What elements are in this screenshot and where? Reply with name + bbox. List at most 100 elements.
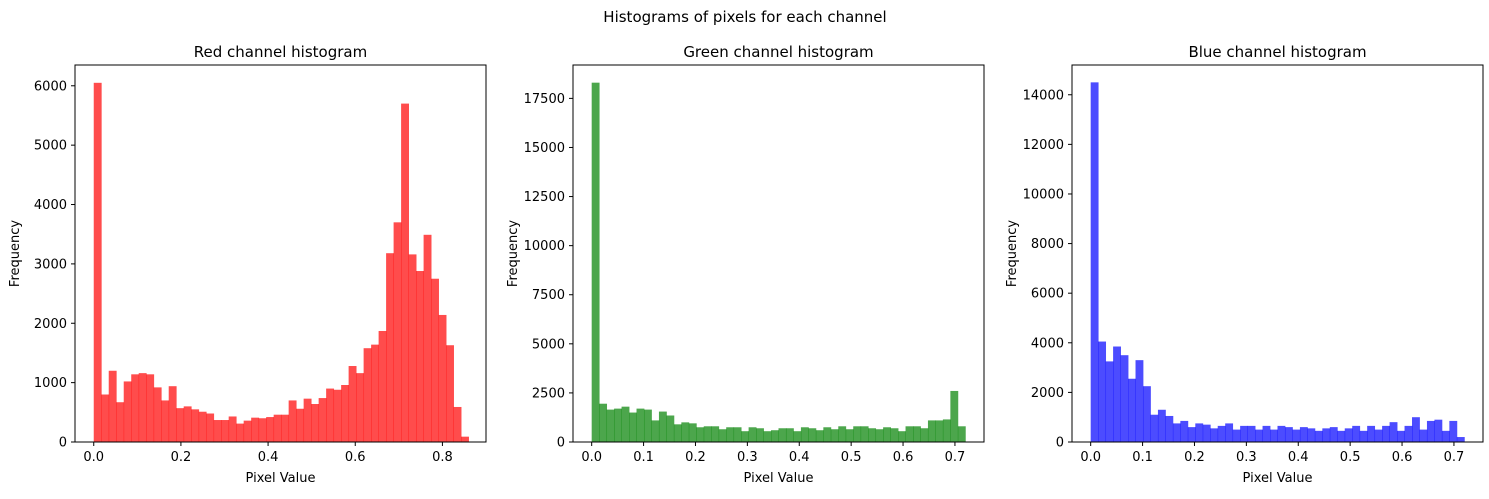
histogram-bar	[1277, 425, 1286, 442]
blue-channel-chart: 0.0 0.1 0.2 0.3 0.4 0.5 0.6 0.7 0 2000 4000 6000 800…	[1005, 43, 1484, 486]
histogram-bar	[898, 431, 906, 442]
histogram-bar	[1307, 428, 1316, 442]
histogram-bar	[461, 436, 469, 442]
histogram-bar	[696, 427, 705, 442]
histogram-bar	[423, 234, 432, 442]
x-tick-label: 0.6	[893, 450, 914, 465]
histogram-bar	[591, 82, 600, 443]
histogram-bar	[1187, 427, 1196, 442]
histogram-bar	[1113, 346, 1121, 442]
histogram-bar	[1434, 419, 1443, 442]
histogram-bar	[408, 254, 417, 442]
y-tick-label: 1000	[34, 376, 67, 391]
histogram-bar	[748, 427, 757, 442]
histogram-bar	[1165, 415, 1174, 442]
histogram-bar	[371, 344, 380, 442]
histogram-bar	[785, 428, 794, 442]
histogram-bar	[815, 430, 824, 442]
histogram-bar	[763, 431, 772, 442]
histogram-bar	[386, 253, 394, 442]
histogram-bar	[446, 345, 454, 442]
histogram-bar	[93, 82, 102, 442]
x-tick-label: 0.0	[581, 450, 602, 465]
x-axis-label: Pixel Value	[1243, 471, 1313, 486]
x-tick-label: 0.8	[432, 450, 453, 465]
histogram-bar	[1419, 429, 1428, 442]
y-tick-label: 12500	[524, 190, 565, 205]
y-axis-label: Frequency	[8, 220, 23, 287]
x-tick-label: 0.1	[633, 450, 654, 465]
y-tick-label: 2500	[532, 386, 565, 401]
histogram-bar	[1120, 355, 1129, 442]
x-axis-label: Pixel Value	[246, 471, 316, 486]
x-tick-label: 0.5	[1340, 450, 1361, 465]
x-tick-label: 0.4	[1288, 450, 1309, 465]
histogram-bar	[1359, 430, 1368, 442]
y-axis-label: Frequency	[506, 220, 521, 287]
histogram-bar	[1284, 427, 1293, 442]
red-axes-frame	[74, 64, 487, 443]
histogram-bar	[176, 408, 185, 442]
histogram-bar	[251, 417, 260, 442]
histogram-bar	[890, 428, 899, 442]
y-tick-label: 14000	[1023, 88, 1064, 103]
histogram-bar	[1404, 425, 1413, 442]
histogram-bar	[333, 389, 342, 442]
histogram-bar	[800, 427, 809, 442]
red-histogram-bars	[93, 82, 469, 442]
histogram-bar	[191, 409, 200, 442]
x-tick-label: 0.5	[841, 450, 862, 465]
histogram-bar	[1150, 414, 1159, 442]
x-tick-label: 0.7	[945, 450, 966, 465]
histogram-bar	[303, 398, 312, 442]
histogram-bar	[123, 381, 132, 442]
green-histogram-bars	[591, 82, 966, 443]
histogram-bar	[236, 423, 245, 442]
y-tick-label: 10000	[1023, 187, 1064, 202]
y-tick-label: 4000	[1031, 336, 1064, 351]
histogram-bar	[778, 428, 787, 442]
y-tick-label: 8000	[1031, 237, 1064, 252]
x-tick-label: 0.2	[171, 450, 192, 465]
histogram-bar	[416, 271, 424, 442]
histogram-bar	[658, 411, 667, 442]
blue-histogram-bars	[1090, 82, 1465, 443]
histogram-bar	[823, 427, 832, 442]
histogram-bar	[666, 415, 675, 442]
histogram-bar	[1128, 378, 1136, 442]
histogram-bar	[356, 373, 365, 442]
histogram-bar	[830, 429, 839, 442]
y-tick-label: 17500	[524, 92, 565, 107]
y-tick-label: 10000	[524, 239, 565, 254]
histogram-bar	[138, 373, 147, 442]
x-tick-label: 0.0	[1080, 450, 1101, 465]
histogram-bar	[913, 426, 921, 442]
histogram-bar	[942, 419, 951, 442]
y-tick-label: 2000	[1031, 386, 1064, 401]
histogram-bar	[1157, 409, 1166, 442]
histogram-bar	[711, 426, 720, 442]
histogram-bar	[1210, 428, 1219, 442]
y-tick-label: 4000	[34, 198, 67, 213]
histogram-bar	[146, 374, 155, 442]
histogram-bar	[161, 400, 170, 442]
histogram-bar	[651, 420, 660, 442]
histogram-bar	[1352, 425, 1361, 442]
histogram-bar	[793, 431, 802, 442]
y-tick-label: 6000	[1031, 287, 1064, 302]
histogram-bar	[621, 406, 630, 442]
red-channel-chart: 0.0 0.2 0.4 0.6 0.8 0 1000 2000 3000 4000 5000 6000…	[8, 43, 487, 486]
histogram-bar	[853, 426, 862, 442]
y-tick-label: 7500	[532, 288, 565, 303]
histogram-bar	[1090, 82, 1099, 443]
histogram-bar	[614, 408, 622, 442]
histogram-bar	[116, 402, 125, 442]
y-tick-label: 2000	[34, 317, 67, 332]
histogram-bar	[1441, 430, 1450, 442]
histogram-bar	[845, 429, 854, 442]
histogram-bar	[1314, 430, 1323, 442]
histogram-bar	[318, 398, 327, 442]
y-tick-label: 5000	[532, 337, 565, 352]
histogram-bar	[348, 366, 357, 442]
